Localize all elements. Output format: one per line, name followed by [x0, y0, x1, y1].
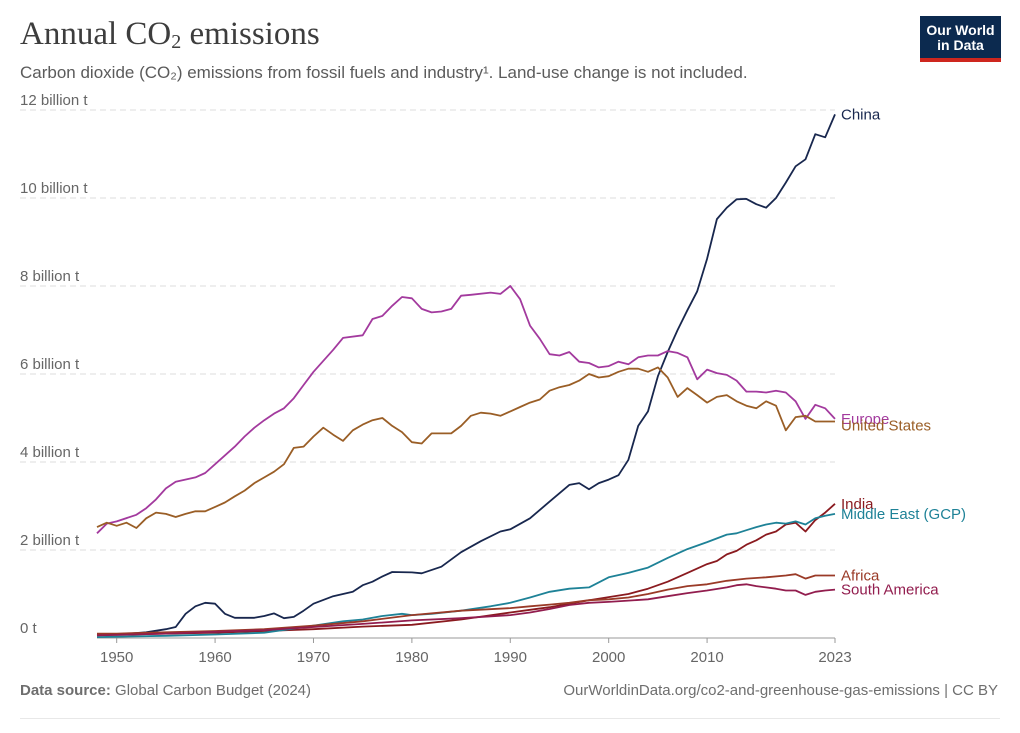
series-layer: [96, 114, 836, 638]
series-line-south-america[interactable]: [96, 583, 836, 637]
series-label-india[interactable]: India: [841, 496, 874, 513]
title-end: emissions: [181, 16, 320, 52]
series-line-middle-east-gcp[interactable]: [96, 513, 836, 638]
x-tick-label: 1990: [494, 649, 527, 666]
data-source-label: Data source:: [20, 682, 111, 699]
x-tick-label: 1970: [297, 649, 330, 666]
series-line-india[interactable]: [97, 503, 836, 636]
series-label-middle-east-gcp[interactable]: Middle East (GCP): [841, 506, 966, 523]
chart-subtitle: Carbon dioxide (CO₂) emissions from foss…: [20, 63, 748, 82]
title-subscript: 2: [171, 31, 182, 53]
series-label-united-states[interactable]: United States: [841, 418, 931, 435]
x-tick-label: 2010: [690, 649, 723, 666]
x-tick-label: 1950: [100, 649, 133, 666]
series-label-china[interactable]: China: [841, 106, 881, 123]
x-tick-label: 1960: [198, 649, 231, 666]
y-tick-label: 10 billion t: [20, 180, 88, 197]
series-line-united-states[interactable]: [96, 366, 835, 529]
source-link[interactable]: OurWorldinData.org/co2-and-greenhouse-ga…: [563, 682, 998, 699]
logo-line-1: Our World: [926, 22, 995, 38]
data-source: Data source: Global Carbon Budget (2024): [20, 682, 311, 699]
logo-line-2: in Data: [937, 37, 984, 53]
series-label-south-america[interactable]: South America: [841, 582, 939, 599]
series-line-china[interactable]: [96, 114, 836, 637]
chart-title: Annual CO2 emissions: [20, 16, 320, 54]
grid-layer: [20, 109, 835, 551]
data-source-value: Global Carbon Budget (2024): [110, 682, 312, 699]
y-tick-label: 12 billion t: [20, 92, 88, 109]
x-tick-label: 2000: [592, 649, 625, 666]
x-tick-label: 1980: [395, 649, 428, 666]
footer-divider: [20, 718, 1000, 719]
series-line-europe[interactable]: [96, 285, 836, 534]
series-line-africa[interactable]: [97, 573, 835, 635]
x-tick-label: 2023: [818, 649, 851, 666]
series-label-europe[interactable]: Europe: [841, 411, 889, 428]
y-tick-label: 4 billion t: [20, 444, 80, 461]
axis-layer: 0 t 2 billion t 4 billion t 6 billion t 8 bi…: [20, 92, 852, 666]
y-tick-label: 8 billion t: [20, 268, 80, 285]
owid-logo[interactable]: Our World in Data: [920, 16, 1001, 62]
y-tick-label: 6 billion t: [20, 356, 80, 373]
title-main: Annual CO: [20, 16, 172, 52]
y-tick-label: 0 t: [20, 620, 38, 637]
y-tick-label: 2 billion t: [20, 532, 80, 549]
series-label-africa[interactable]: Africa: [841, 568, 880, 585]
